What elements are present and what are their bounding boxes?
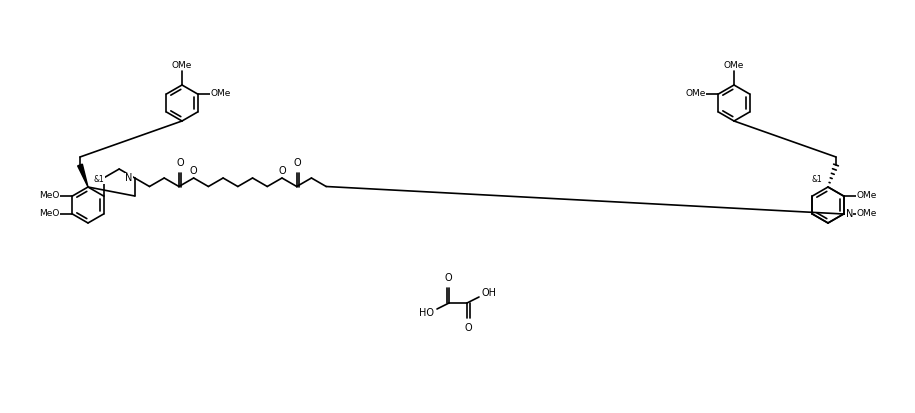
- Text: N: N: [845, 209, 853, 219]
- Text: O: O: [294, 159, 302, 169]
- Text: &1: &1: [812, 175, 822, 184]
- Text: OMe: OMe: [856, 209, 877, 218]
- Text: MeO: MeO: [39, 192, 59, 200]
- Text: O: O: [278, 166, 285, 176]
- Text: OMe: OMe: [724, 61, 744, 70]
- Text: O: O: [189, 166, 198, 176]
- Text: &1: &1: [94, 175, 104, 184]
- Text: HO: HO: [419, 308, 434, 318]
- Text: O: O: [464, 323, 472, 333]
- Text: O: O: [444, 273, 452, 283]
- Text: OMe: OMe: [172, 61, 192, 70]
- Polygon shape: [78, 164, 88, 187]
- Text: O: O: [176, 159, 184, 169]
- Text: N: N: [125, 173, 133, 183]
- Text: OMe: OMe: [685, 90, 705, 98]
- Text: MeO: MeO: [39, 209, 59, 218]
- Text: OH: OH: [482, 288, 497, 298]
- Text: OMe: OMe: [856, 192, 877, 200]
- Text: OMe: OMe: [210, 90, 231, 98]
